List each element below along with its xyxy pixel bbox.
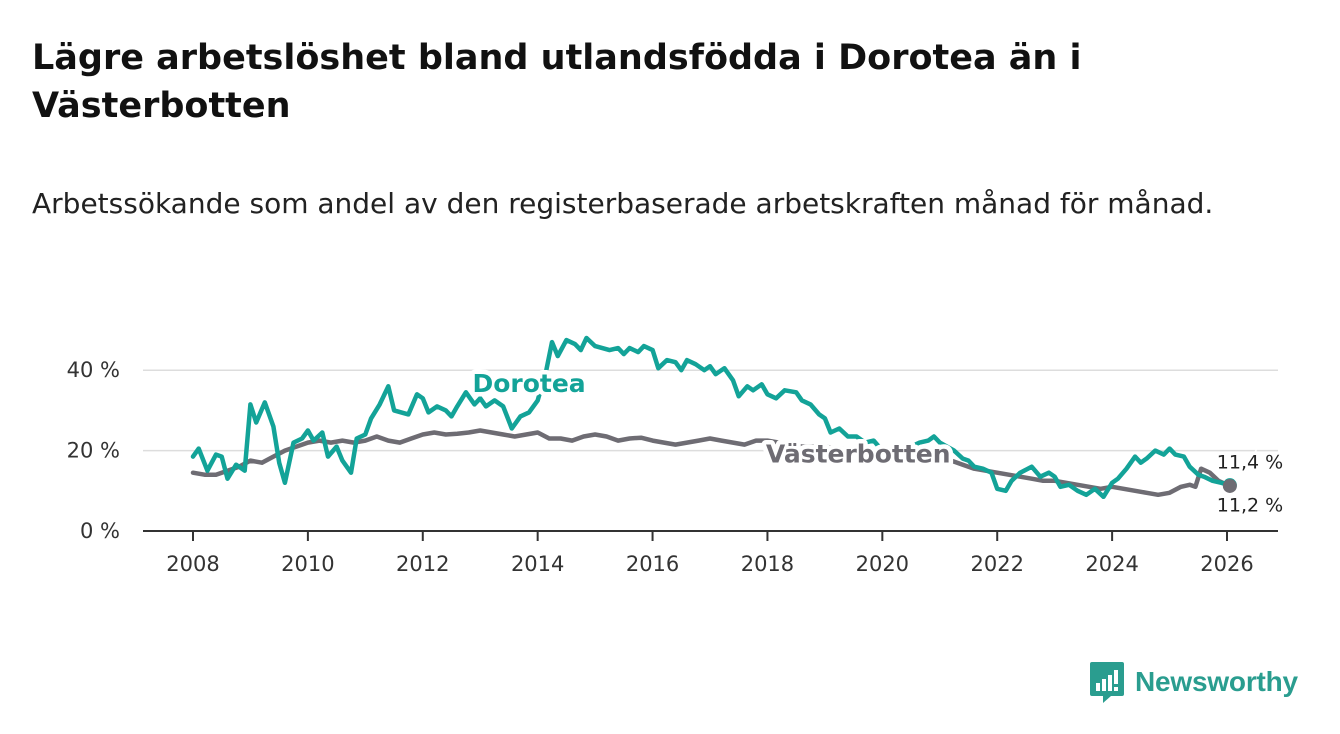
x-tick-label: 2024: [1085, 552, 1138, 576]
y-tick-label: 20 %: [67, 439, 120, 463]
y-axis: 0 % 20 % 40 %: [67, 358, 120, 543]
x-tick-label: 2008: [166, 552, 219, 576]
series-line-vsterbotten: [190, 428, 1233, 498]
x-tick-label: 2014: [511, 552, 564, 576]
chart-title: Lägre arbetslöshet bland utlandsfödda i …: [32, 38, 1082, 126]
chart-subtitle: Arbetssökande som andel av den registerb…: [32, 187, 1214, 220]
end-value-label-0: 11,4 %: [1217, 451, 1283, 473]
series-label-0: Dorotea: [472, 369, 585, 398]
newsworthy-bar-chart-icon: [1090, 662, 1124, 703]
x-tick-label: 2016: [626, 552, 679, 576]
newsworthy-logo: Newsworthy: [1089, 660, 1298, 704]
x-tick-label: 2010: [281, 552, 334, 576]
x-axis: 2008 2010 2012 2014 2016 2018 2020 2022 2024 2026: [143, 530, 1278, 576]
x-tick-label: 2018: [741, 552, 794, 576]
series-labels: Dorotea Västerbotten 11,4 % 11,2 %: [468, 364, 1286, 519]
series-label-1: Västerbotten: [766, 439, 951, 468]
x-tick-label: 2026: [1200, 552, 1253, 576]
y-tick-label: 0 %: [80, 519, 120, 543]
brand-name: Newsworthy: [1135, 666, 1298, 697]
series-lines: [190, 335, 1237, 500]
x-tick-label: 2012: [396, 552, 449, 576]
x-tick-label: 2022: [970, 552, 1023, 576]
x-tick-label: 2020: [856, 552, 909, 576]
end-value-label-1: 11,2 %: [1217, 495, 1283, 517]
series-line-dorotea: [190, 335, 1233, 500]
series-end-dot-1: [1222, 478, 1237, 493]
y-tick-label: 40 %: [67, 358, 120, 382]
